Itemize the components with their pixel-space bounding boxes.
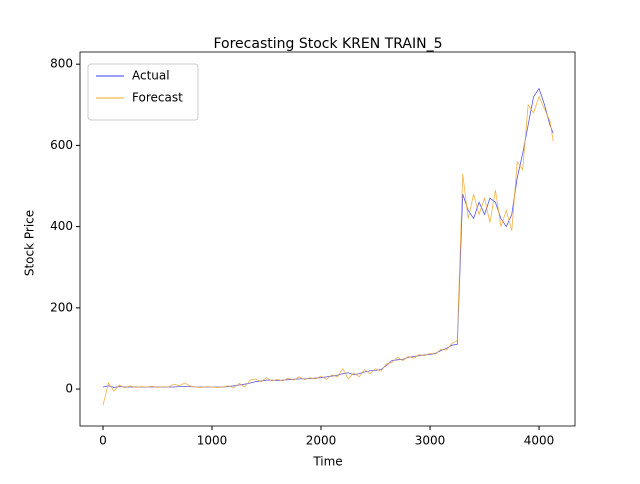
legend-label: Actual xyxy=(132,69,170,83)
data-line xyxy=(102,95,554,406)
y-axis-label: Stock Price xyxy=(23,210,37,276)
legend-label: Forecast xyxy=(132,91,183,105)
chart-title: Forecasting Stock KREN TRAIN_5 xyxy=(213,36,442,52)
data-line xyxy=(102,87,554,388)
plot-frame xyxy=(79,51,576,427)
y-tick-label: 0 xyxy=(65,382,73,396)
x-tick-label: 1000 xyxy=(197,434,228,448)
x-tick-label: 2000 xyxy=(306,434,337,448)
y-tick-label: 800 xyxy=(50,57,73,71)
x-tick-label: 3000 xyxy=(415,434,446,448)
y-tick-label: 400 xyxy=(50,219,73,233)
x-tick-label: 4000 xyxy=(524,434,555,448)
x-tick-label: 0 xyxy=(99,434,107,448)
x-axis-label: Time xyxy=(312,455,342,469)
legend-box xyxy=(87,63,199,121)
y-tick-label: 600 xyxy=(50,138,73,152)
y-tick-label: 200 xyxy=(50,300,73,314)
